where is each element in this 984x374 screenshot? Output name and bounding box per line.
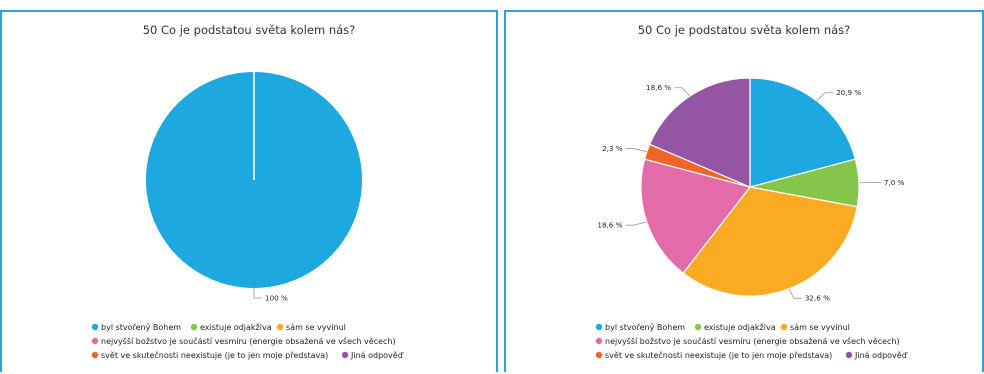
data-label: 18,6 % bbox=[597, 221, 622, 230]
legend-marker[interactable] bbox=[92, 338, 98, 344]
legend-item[interactable]: svět ve skutečnosti neexistuje (je to je… bbox=[101, 350, 328, 360]
data-label: 32,6 % bbox=[805, 294, 830, 303]
legend-marker[interactable] bbox=[92, 352, 98, 358]
chart-panel-2: 50 Co je podstatou světa kolem nás? 20,9 … bbox=[504, 10, 984, 372]
label-connector bbox=[626, 148, 647, 151]
chart-panel-1: 50 Co je podstatou světa kolem nás? 100 %… bbox=[0, 10, 498, 372]
data-label: 20,9 % bbox=[836, 88, 861, 97]
label-connector bbox=[626, 222, 647, 225]
chart-title: 50 Co je podstatou světa kolem nás? bbox=[143, 23, 356, 37]
legend-item[interactable]: existuje odjakživa bbox=[704, 323, 776, 332]
pie-chart-2: 50 Co je podstatou světa kolem nás? 20,9 … bbox=[506, 12, 982, 374]
legend-marker[interactable] bbox=[781, 324, 787, 330]
legend-item[interactable]: Jiná odpověď bbox=[350, 351, 404, 360]
legend-item[interactable]: nejvyšší božstvo je součástí vesmíru (en… bbox=[605, 336, 900, 346]
legend-marker[interactable] bbox=[596, 338, 602, 344]
data-label: 2,3 % bbox=[602, 144, 623, 153]
legend-item[interactable]: nejvyšší božstvo je součástí vesmíru (en… bbox=[101, 336, 396, 346]
pie-chart-1: 50 Co je podstatou světa kolem nás? 100 %… bbox=[2, 12, 496, 374]
legend-marker[interactable] bbox=[596, 324, 602, 330]
label-connector bbox=[817, 93, 834, 101]
legend-marker[interactable] bbox=[695, 324, 701, 330]
legend-item[interactable]: svět ve skutečnosti neexistuje (je to je… bbox=[605, 350, 832, 360]
label-connector bbox=[254, 288, 262, 298]
legend-item[interactable]: sám se vyvinul bbox=[286, 323, 346, 332]
chart-title: 50 Co je podstatou světa kolem nás? bbox=[638, 23, 851, 37]
legend-marker[interactable] bbox=[92, 324, 98, 330]
legend-marker[interactable] bbox=[342, 352, 348, 358]
label-connector bbox=[789, 289, 802, 298]
legend-marker[interactable] bbox=[191, 324, 197, 330]
legend-marker[interactable] bbox=[846, 352, 852, 358]
data-label: 100 % bbox=[265, 294, 288, 303]
label-connector bbox=[674, 88, 690, 96]
legend-marker[interactable] bbox=[277, 324, 283, 330]
legend-item[interactable]: byl stvořený Bohem bbox=[605, 323, 685, 332]
legend-item[interactable]: existuje odjakživa bbox=[200, 323, 272, 332]
legend-marker[interactable] bbox=[596, 352, 602, 358]
legend-item[interactable]: byl stvořený Bohem bbox=[101, 323, 181, 332]
data-label: 7,0 % bbox=[884, 178, 905, 187]
data-label: 18,6 % bbox=[646, 83, 671, 92]
legend-item[interactable]: Jiná odpověď bbox=[854, 351, 908, 360]
legend-item[interactable]: sám se vyvinul bbox=[790, 323, 850, 332]
